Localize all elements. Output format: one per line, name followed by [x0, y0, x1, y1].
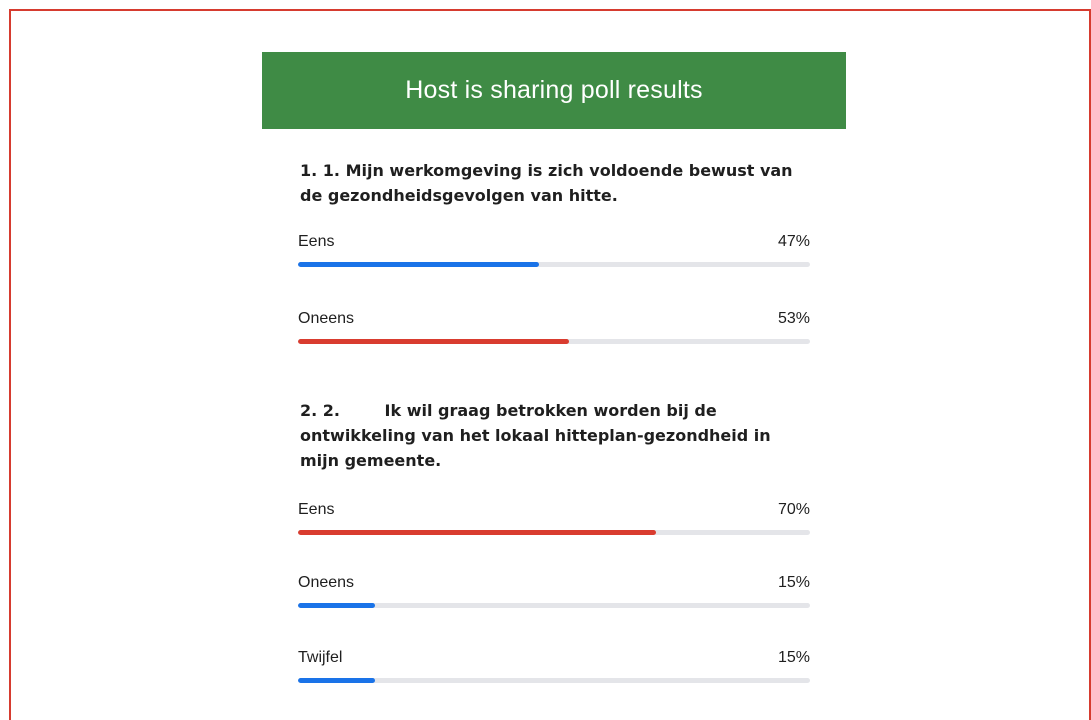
option-percent: 47%	[777, 233, 810, 250]
question-1-option-eens: Eens 47%	[298, 233, 810, 273]
result-bar-fill	[298, 603, 375, 608]
option-percent: 15%	[777, 649, 810, 666]
option-label: Eens	[298, 233, 335, 250]
question-2-text: 2. 2. Ik wil graag betrokken worden bij …	[300, 401, 777, 470]
option-percent: 15%	[777, 574, 810, 591]
option-percent: 70%	[777, 501, 810, 518]
banner-title: Host is sharing poll results	[405, 76, 703, 104]
result-bar-track	[298, 262, 810, 267]
option-label: Oneens	[298, 310, 355, 327]
poll-results-banner: Host is sharing poll results	[262, 52, 846, 129]
result-bar-fill	[298, 339, 570, 344]
result-bar-fill	[298, 530, 657, 535]
result-bar-track	[298, 678, 810, 683]
screenshot-frame	[9, 9, 1091, 720]
result-bar-track	[298, 339, 810, 344]
result-bar-fill	[298, 678, 375, 683]
question-1-option-oneens: Oneens 53%	[298, 310, 810, 350]
question-2-option-twijfel: Twijfel 15%	[298, 649, 810, 689]
option-percent: 53%	[777, 310, 810, 327]
poll-results-panel: Host is sharing poll results 1. 1. Mijn …	[262, 52, 846, 711]
question-2-option-eens: Eens 70%	[298, 501, 810, 541]
option-label: Eens	[298, 501, 335, 518]
option-label: Oneens	[298, 574, 355, 591]
question-2-option-oneens: Oneens 15%	[298, 574, 810, 614]
result-bar-fill	[298, 262, 539, 267]
result-bar-track	[298, 603, 810, 608]
result-bar-track	[298, 530, 810, 535]
option-label: Twijfel	[298, 649, 343, 666]
question-1-text: 1. 1. Mijn werkomgeving is zich voldoend…	[300, 161, 799, 205]
